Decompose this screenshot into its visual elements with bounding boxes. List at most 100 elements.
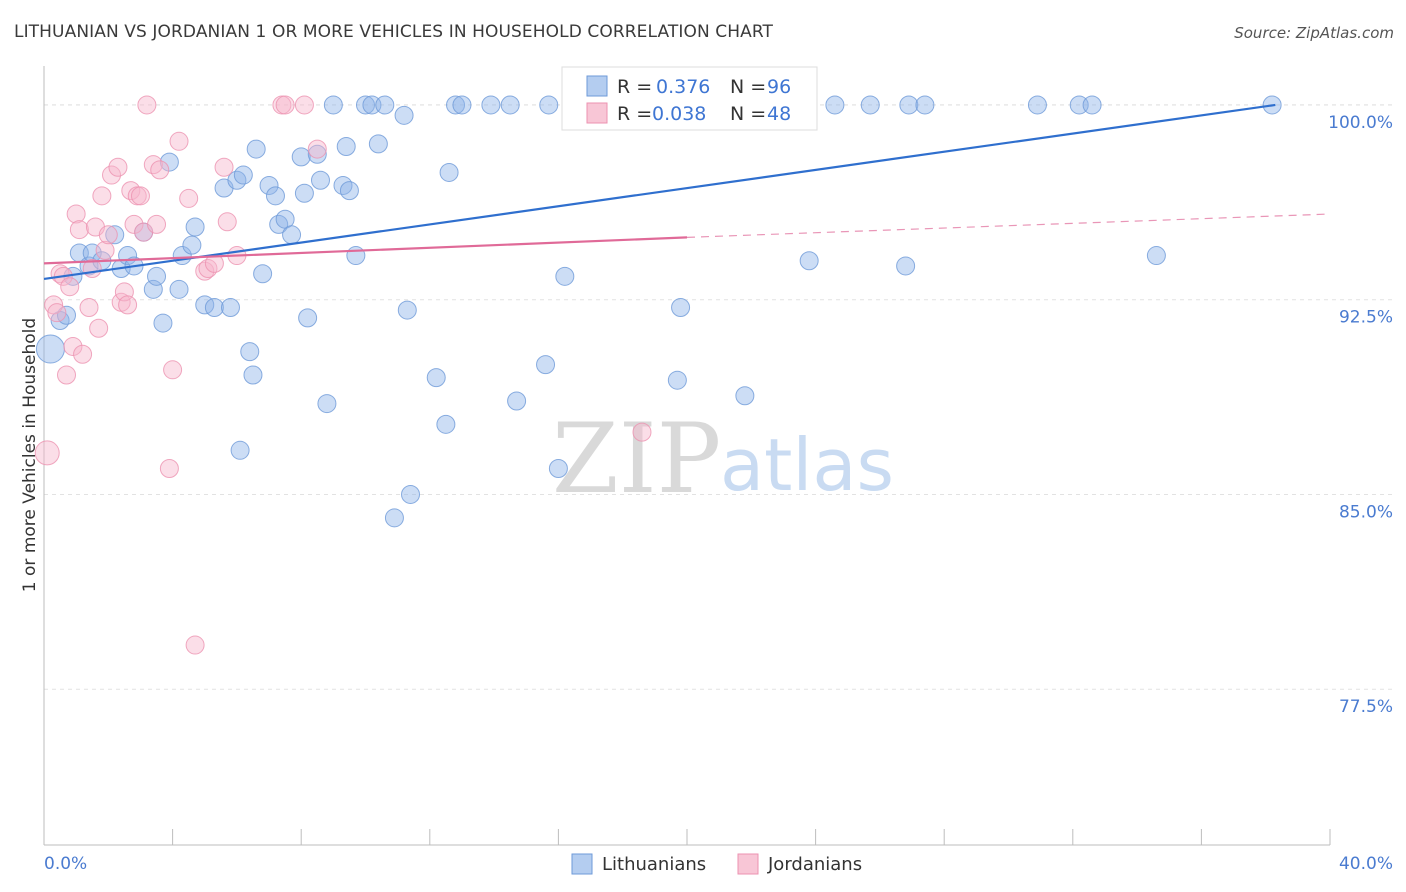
bottom-legend: Lithuanians Jordanians — [571, 853, 862, 875]
point-jordanians-17 — [98, 225, 118, 245]
legend-r-label-1: R = — [617, 76, 652, 98]
point-jordanians-23 — [121, 181, 141, 201]
point-jordanians-10 — [73, 344, 93, 364]
y-tick-label-0: 77.5% — [1339, 697, 1393, 717]
point-lithuanians-63 — [507, 391, 527, 411]
point-lithuanians-0 — [35, 334, 65, 364]
point-lithuanians-50 — [368, 134, 388, 154]
point-jordanians-43 — [275, 95, 295, 115]
point-lithuanians-44 — [333, 175, 353, 195]
point-lithuanians-29 — [240, 342, 260, 362]
point-lithuanians-15 — [153, 313, 173, 333]
legend-swatch-jordanians — [586, 102, 608, 124]
point-lithuanians-42 — [317, 394, 337, 414]
point-lithuanians-24 — [220, 297, 240, 317]
point-jordanians-44 — [294, 95, 314, 115]
stats-legend: R = 0.376 N = 96 R = 0.038 N = 48 — [561, 66, 818, 131]
point-jordanians-1 — [44, 295, 64, 315]
point-lithuanians-32 — [259, 175, 279, 195]
point-lithuanians-71 — [667, 370, 687, 390]
point-lithuanians-76 — [799, 251, 819, 271]
point-jordanians-36 — [195, 261, 215, 281]
y-tick-label-1: 85.0% — [1339, 502, 1393, 522]
point-lithuanians-47 — [346, 246, 366, 266]
point-lithuanians-20 — [185, 217, 205, 237]
point-lithuanians-43 — [323, 95, 343, 115]
point-jordanians-28 — [143, 155, 163, 175]
watermark-atlas: atlas — [720, 423, 894, 507]
watermark: ZIP atlas — [552, 403, 894, 515]
point-lithuanians-85 — [1146, 246, 1166, 266]
x-tick-label-0: 0.0% — [44, 854, 87, 874]
point-jordanians-24 — [124, 214, 144, 234]
point-lithuanians-62 — [500, 95, 520, 115]
point-jordanians-31 — [159, 458, 179, 478]
point-lithuanians-77 — [825, 95, 845, 115]
point-lithuanians-48 — [356, 95, 375, 115]
trendlines — [43, 103, 1331, 281]
legend-n-value-1: 96 — [767, 76, 791, 98]
point-lithuanians-16 — [159, 152, 179, 172]
point-lithuanians-36 — [282, 225, 302, 245]
point-jordanians-7 — [63, 336, 83, 356]
point-lithuanians-34 — [269, 214, 289, 234]
legend-n-label-1: N = — [730, 76, 766, 98]
point-jordanians-34 — [179, 188, 199, 208]
point-lithuanians-8 — [105, 225, 125, 245]
point-jordanians-6 — [60, 277, 80, 297]
point-jordanians-26 — [130, 186, 150, 206]
bottom-legend-label-jordanians: Jordanians — [767, 854, 862, 875]
bottom-legend-swatch-lithuanians — [571, 853, 593, 875]
point-lithuanians-55 — [401, 484, 421, 504]
point-lithuanians-22 — [204, 297, 224, 317]
point-lithuanians-74 — [735, 386, 755, 406]
bottom-legend-label-lithuanians: Lithuanians — [602, 854, 706, 875]
point-jordanians-2 — [47, 303, 67, 323]
point-lithuanians-59 — [446, 95, 466, 115]
point-lithuanians-82 — [1027, 95, 1047, 115]
point-lithuanians-53 — [394, 105, 414, 125]
bottom-legend-swatch-jordanians — [737, 853, 759, 875]
point-lithuanians-46 — [339, 181, 359, 201]
point-lithuanians-54 — [397, 300, 417, 320]
point-lithuanians-30 — [243, 365, 263, 385]
point-jordanians-5 — [57, 365, 77, 385]
point-jordanians-29 — [147, 214, 167, 234]
point-jordanians-11 — [79, 297, 99, 317]
source-label: Source: ZipAtlas.com — [1234, 24, 1394, 42]
point-lithuanians-84 — [1082, 95, 1102, 115]
point-lithuanians-65 — [539, 95, 559, 115]
legend-r-value-1: 0.376 — [656, 76, 710, 98]
point-jordanians-15 — [92, 186, 112, 206]
point-lithuanians-60 — [452, 95, 472, 115]
point-lithuanians-80 — [899, 95, 919, 115]
point-lithuanians-38 — [294, 183, 314, 203]
legend-r-value-2: 0.038 — [652, 103, 706, 125]
point-lithuanians-51 — [375, 95, 395, 115]
point-jordanians-40 — [217, 212, 237, 232]
legend-swatch-lithuanians — [586, 75, 608, 97]
point-lithuanians-41 — [310, 170, 330, 190]
point-lithuanians-14 — [147, 266, 167, 286]
point-lithuanians-40 — [307, 144, 327, 164]
point-lithuanians-52 — [384, 508, 404, 528]
point-jordanians-22 — [118, 295, 138, 315]
point-jordanians-35 — [185, 635, 205, 655]
point-lithuanians-28 — [246, 139, 266, 159]
x-tick-label-1: 40.0% — [1339, 854, 1393, 874]
point-jordanians-19 — [108, 157, 128, 177]
point-lithuanians-72 — [671, 297, 691, 317]
point-jordanians-0 — [34, 440, 60, 466]
point-lithuanians-57 — [436, 414, 456, 434]
series-jordanians — [34, 95, 652, 655]
point-lithuanians-19 — [182, 235, 202, 255]
y-tick-label-2: 92.5% — [1339, 308, 1393, 328]
point-lithuanians-67 — [555, 266, 575, 286]
point-lithuanians-66 — [548, 458, 568, 478]
point-jordanians-32 — [163, 360, 183, 380]
legend-n-label-2: N = — [730, 103, 766, 125]
legend-r-label-2: R = — [617, 103, 652, 125]
point-jordanians-47 — [632, 422, 652, 442]
point-jordanians-16 — [95, 240, 115, 260]
